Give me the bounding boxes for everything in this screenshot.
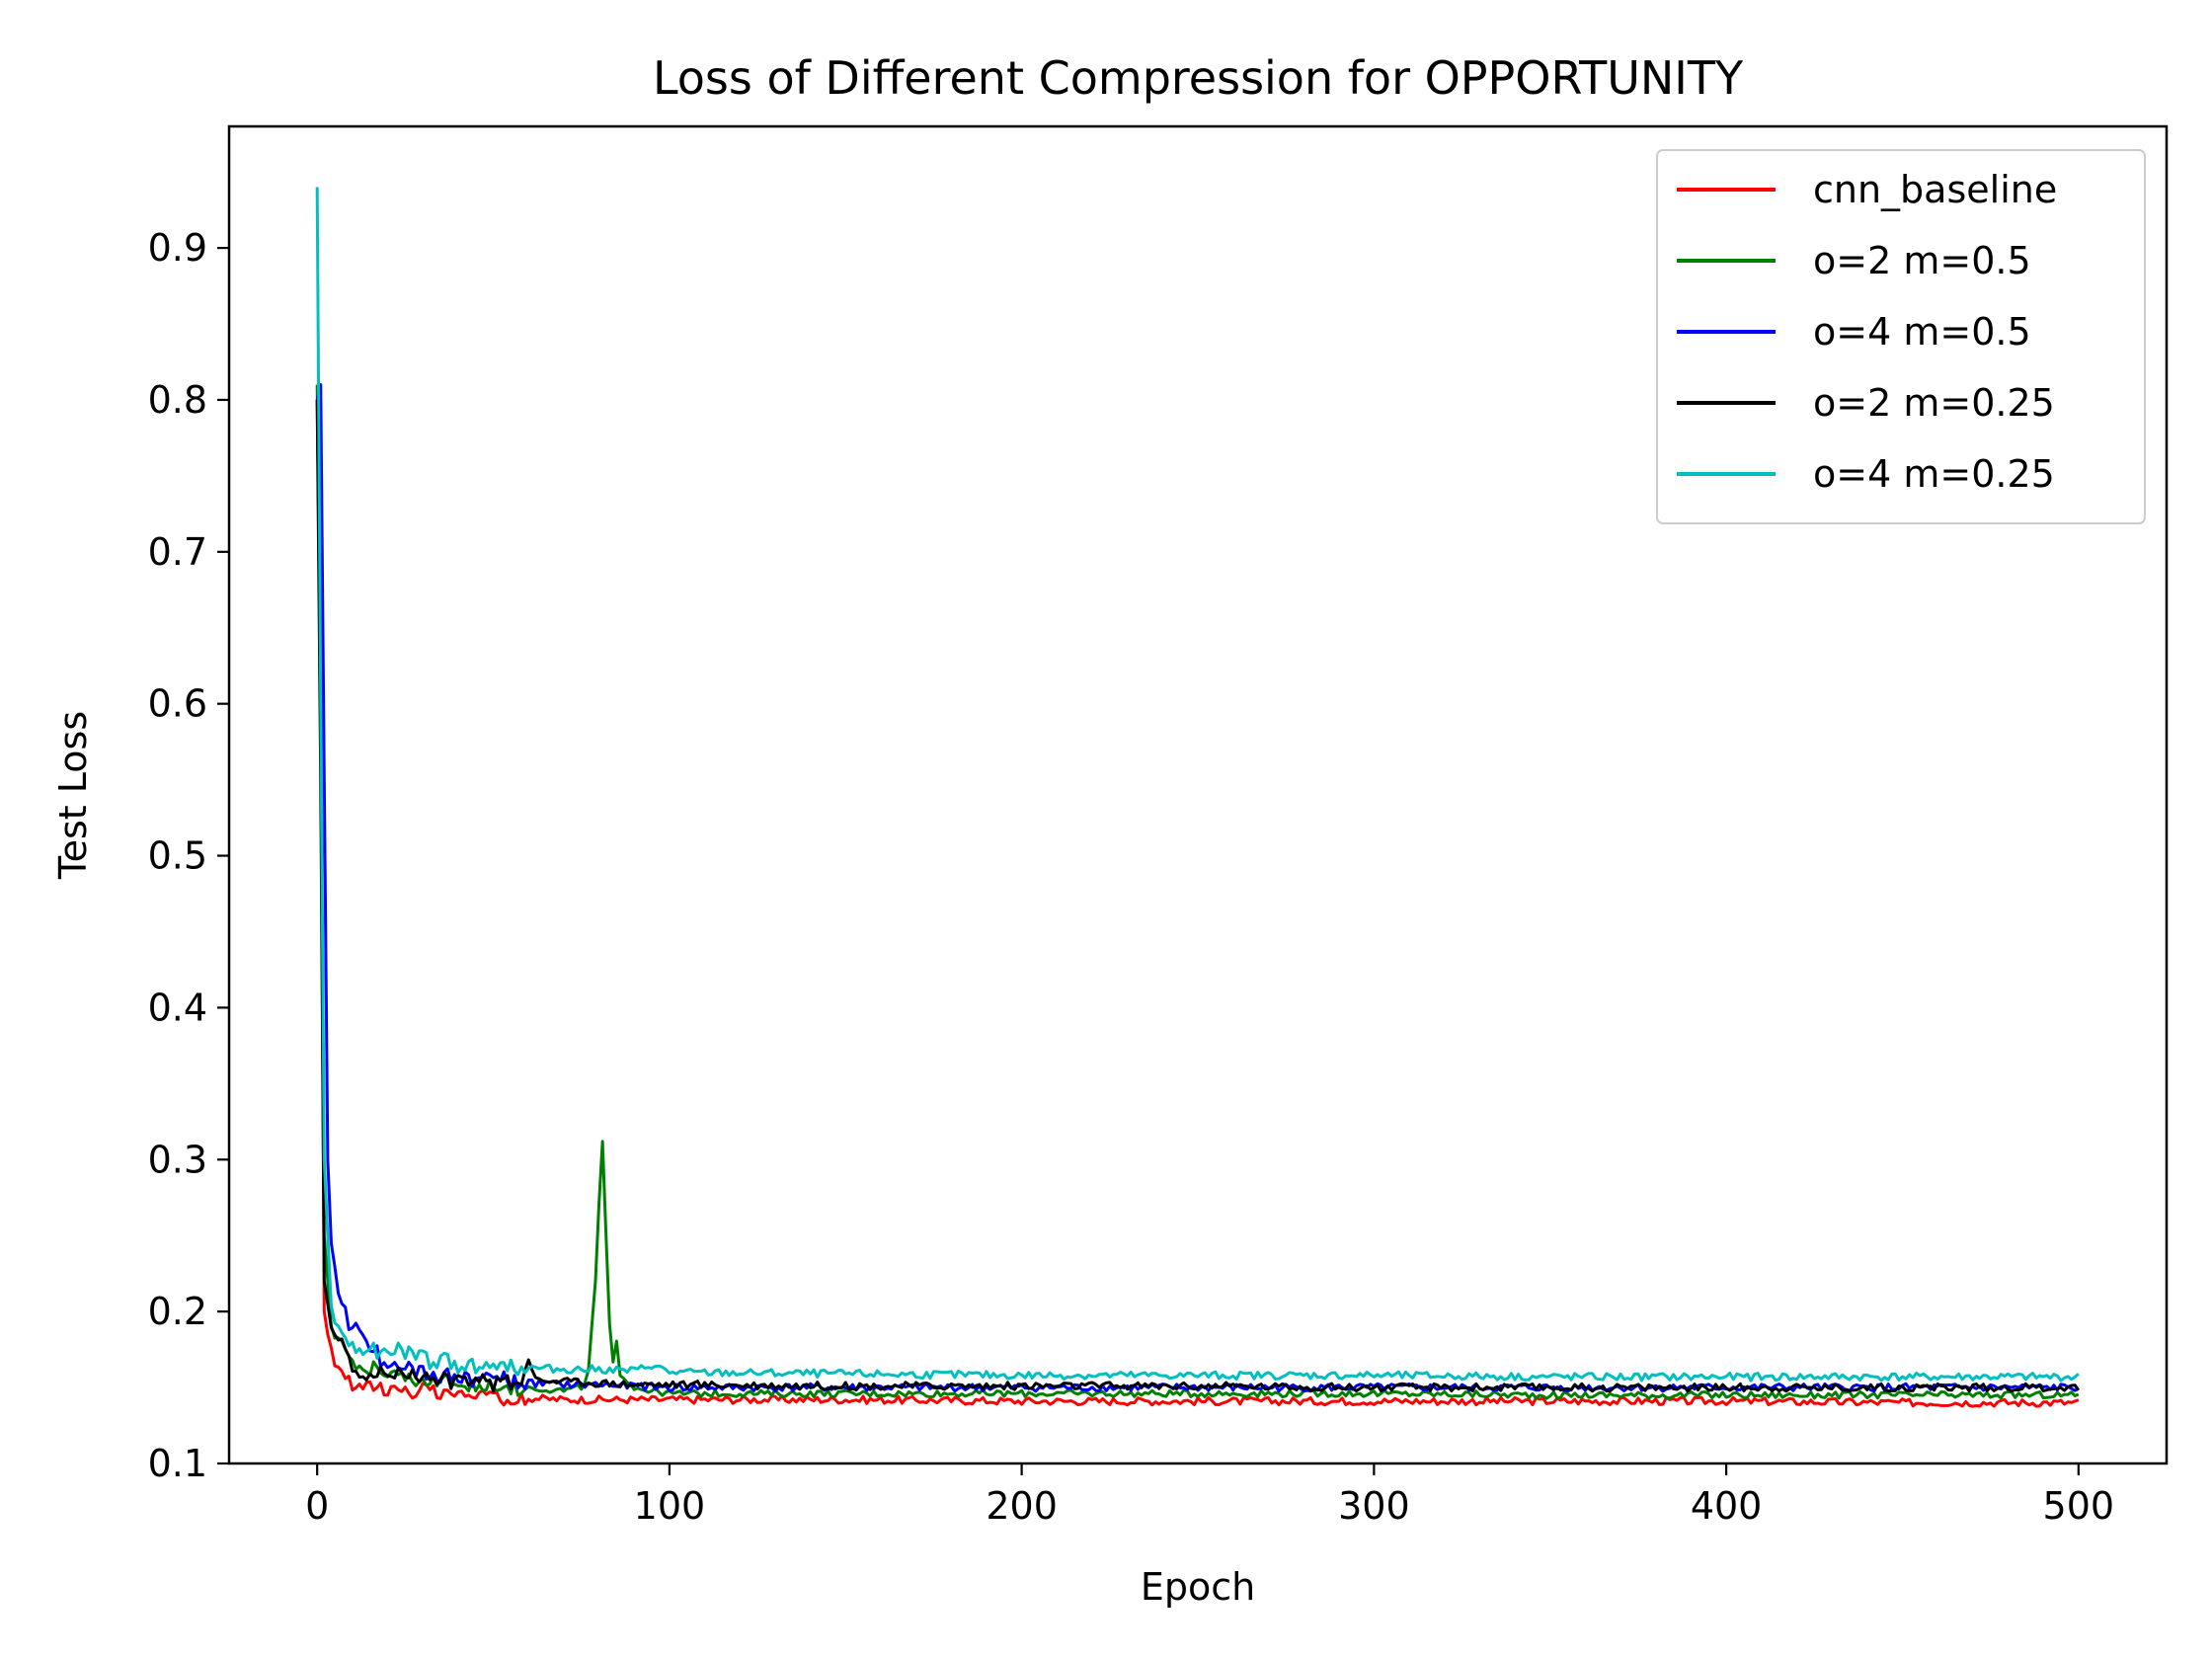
x-tick-label: 400	[1691, 1484, 1763, 1528]
y-tick-label: 0.8	[148, 378, 207, 422]
legend: cnn_baseline o=2 m=0.5 o=4 m=0.5 o=2 m=0.25…	[1656, 149, 2146, 524]
y-tick-label: 0.9	[148, 226, 207, 270]
x-axis-ticks: 0 100 200 300 400 500	[305, 1463, 2114, 1528]
series-line-2	[315, 384, 2080, 1400]
series-line-5	[315, 187, 2080, 1382]
x-tick-label: 100	[634, 1484, 706, 1528]
plot-frame	[227, 124, 2169, 1465]
y-tick-label: 0.3	[148, 1138, 207, 1181]
y-tick-label: 0.7	[148, 530, 207, 574]
legend-label: o=2 m=0.25	[1813, 381, 2055, 425]
legend-label: cnn_baseline	[1813, 168, 2057, 211]
series-layer	[315, 187, 2081, 1408]
x-tick-label: 200	[986, 1484, 1058, 1528]
y-tick-label: 0.5	[148, 834, 207, 878]
chart-title: Loss of Different Compression for OPPORT…	[653, 51, 1744, 105]
x-axis-label: Epoch	[1141, 1565, 1255, 1609]
legend-box	[1656, 149, 2146, 524]
x-tick-label: 500	[2043, 1484, 2115, 1528]
y-tick-label: 0.2	[148, 1290, 207, 1333]
y-axis-label: Test Loss	[51, 711, 95, 880]
x-tick-label: 300	[1338, 1484, 1410, 1528]
y-tick-label: 0.1	[148, 1442, 207, 1485]
legend-label: o=4 m=0.5	[1813, 310, 2031, 354]
y-tick-label: 0.4	[148, 986, 207, 1029]
y-axis-ticks: 0.1 0.2 0.3 0.4 0.5 0.6 0.7 0.8 0.9	[148, 226, 229, 1485]
series-line-4	[315, 399, 2081, 1393]
x-tick-label: 0	[305, 1484, 329, 1528]
y-tick-label: 0.6	[148, 682, 207, 726]
legend-label: o=4 m=0.25	[1813, 452, 2055, 496]
legend-label: o=2 m=0.5	[1813, 239, 2031, 282]
